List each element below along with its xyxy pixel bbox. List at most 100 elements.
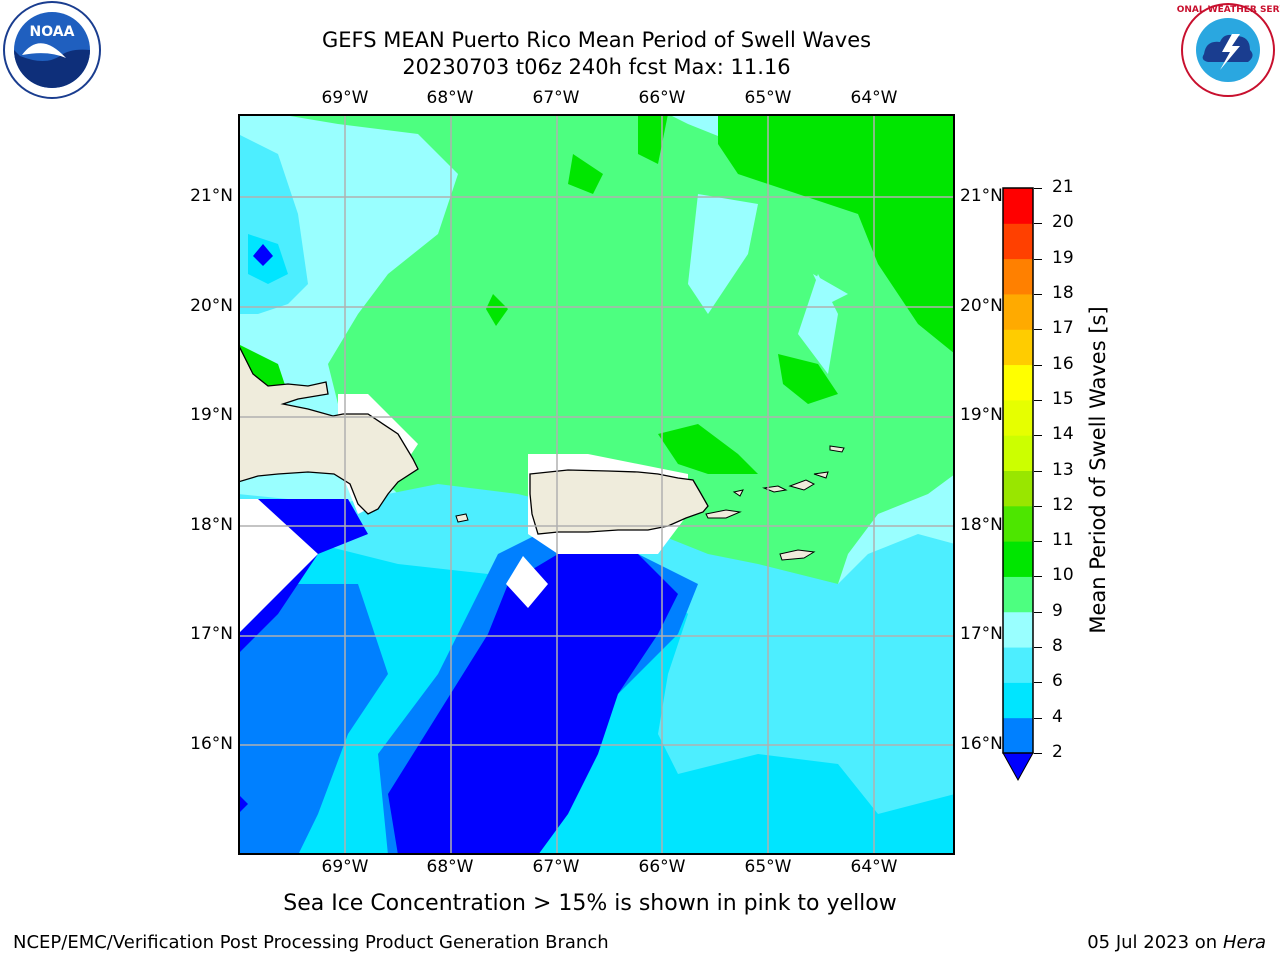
colorbar-tick-label: 17 [1052,318,1074,339]
colorbar-band [1003,364,1033,401]
lon-label-top: 69°W [321,88,369,108]
colorbar-band [1003,717,1033,754]
title-line-2: 20230703 t06z 240h fcst Max: 11.16 [402,55,791,79]
colorbar-band [1003,647,1033,683]
colorbar-tick-label: 9 [1052,600,1063,621]
colorbar-tick-mark [1034,647,1042,649]
lon-label-bottom: 68°W [426,857,474,877]
footer-host: Hera [1222,932,1266,953]
lat-label-left: 17°N [190,624,233,644]
colorbar-tick-label: 20 [1052,212,1074,233]
lat-label-left: 19°N [190,405,233,425]
colorbar-label: Mean Period of Swell Waves [s] [1086,306,1110,634]
contour-2 [388,554,678,855]
colorbar-tick-mark [1034,329,1042,331]
colorbar-tick-label: 15 [1052,388,1074,409]
no-data-region [506,556,548,608]
colorbar-tick-label: 12 [1052,494,1074,515]
colorbar-tick-label: 13 [1052,459,1074,480]
colorbar-tick-mark [1034,541,1042,543]
lat-label-right: 19°N [960,405,1003,425]
contour-10-11 [238,344,288,394]
contour-10-11 [658,424,758,474]
graticule [238,114,955,855]
colorbar-band [1003,611,1033,648]
colorbar-tick-label: 21 [1052,177,1074,197]
lon-label-top: 66°W [638,88,686,108]
colorbar-tick-mark [1034,364,1042,366]
colorbar-tick-label: 2 [1052,742,1063,762]
sea-ice-caption: Sea Ice Concentration > 15% is shown in … [283,891,897,916]
lon-label-top: 68°W [426,88,474,108]
colorbar-band [1003,682,1033,719]
noaa-logo: NOAA [3,1,101,99]
colorbar [1002,187,1034,782]
lat-label-right: 20°N [960,296,1003,316]
lat-label-right: 18°N [960,515,1003,535]
colorbar-tick-mark [1034,258,1042,260]
contour-8-9 [688,194,758,314]
colorbar-tick-mark [1034,717,1042,719]
footer-date: 05 Jul 2023 on Hera [1087,932,1266,953]
colorbar-band [1003,505,1033,542]
lon-label-top: 67°W [532,88,580,108]
colorbar-extend-arrow [1002,752,1034,782]
lon-label-bottom: 69°W [321,857,369,877]
colorbar-tick-label: 18 [1052,282,1074,303]
contour-2-4 [238,584,388,855]
lat-label-left: 20°N [190,296,233,316]
land-anegada [829,445,845,453]
colorbar-tick-mark [1034,293,1042,295]
footer-date-text: 05 Jul 2023 on [1087,932,1223,953]
colorbar-band [1003,258,1033,295]
contour-10-11 [778,354,838,404]
contour-10-11 [638,114,668,164]
colorbar-tick-mark [1034,576,1042,578]
colorbar-tick-label: 11 [1052,530,1074,551]
lat-label-left: 16°N [190,734,233,754]
colorbar-frame [1002,187,1034,754]
colorbar-tick-label: 4 [1052,706,1063,727]
title-line-1: GEFS MEAN Puerto Rico Mean Period of Swe… [321,28,872,52]
lat-label-left: 18°N [190,515,233,535]
land-islet [455,513,469,523]
contour-10-11 [718,114,955,354]
colorbar-tick-mark [1034,753,1042,754]
colorbar-band [1003,435,1033,471]
colorbar-band [1003,329,1033,366]
lat-label-right: 16°N [960,734,1003,754]
land-vieques [705,509,742,519]
nws-logo: NATIONAL WEATHER SERVICE [1176,3,1280,97]
contour-2 [253,244,273,266]
contour-2 [238,794,248,814]
colorbar-tick-mark [1034,470,1042,472]
land-st-thomas [762,485,788,493]
colorbar-band [1003,223,1033,260]
lon-label-bottom: 66°W [638,857,686,877]
contour-8-9 [813,274,848,304]
colorbar-band [1003,188,1033,224]
nws-logo-text: NATIONAL WEATHER SERVICE [1176,5,1280,15]
map-frame [238,114,955,855]
colorbar-tick-mark [1034,505,1042,507]
lon-label-bottom: 65°W [744,857,792,877]
colorbar-band [1003,576,1033,613]
footer-credit: NCEP/EMC/Verification Post Processing Pr… [13,932,609,953]
colorbar-tick-label: 14 [1052,424,1074,445]
contour-10-11 [486,294,508,326]
colorbar-band [1003,293,1033,330]
lat-label-left: 21°N [190,186,233,206]
lon-label-bottom: 67°W [532,857,580,877]
land-virgin-gorda [813,471,829,479]
colorbar-band [1003,399,1033,436]
land-st-croix [779,549,816,561]
lon-label-top: 64°W [850,88,898,108]
colorbar-tick-label: 6 [1052,671,1063,692]
colorbar-band [1003,470,1033,507]
no-data-region [238,499,318,634]
swell-period-map [238,114,955,855]
land-puerto-rico [529,469,709,535]
colorbar-tick-mark [1034,399,1042,401]
colorbar-band [1003,541,1033,577]
lat-label-right: 21°N [960,186,1003,206]
